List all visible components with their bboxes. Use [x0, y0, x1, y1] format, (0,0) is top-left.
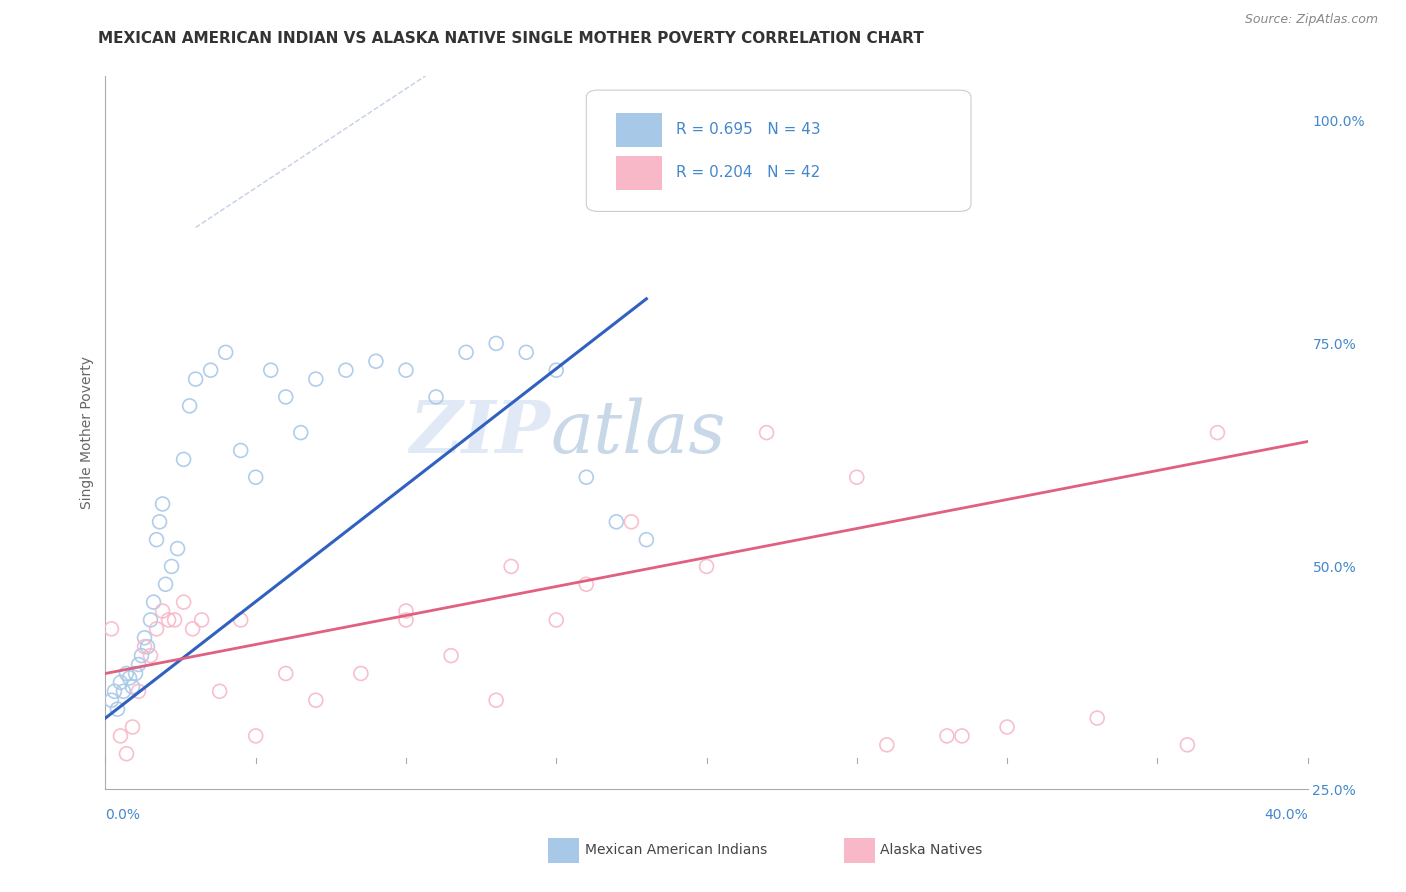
Text: atlas: atlas [550, 397, 725, 468]
Point [155, 577, 177, 591]
Point [995, 720, 1018, 734]
Point [395, 363, 418, 377]
Y-axis label: Single Mother Poverty: Single Mother Poverty [80, 356, 94, 509]
Point [620, 515, 643, 529]
Point [121, 720, 143, 734]
Point [112, 684, 135, 698]
Text: Source: ZipAtlas.com: Source: ZipAtlas.com [1244, 13, 1378, 27]
Bar [616, 156, 662, 190]
Point [107, 702, 129, 716]
Point [260, 363, 283, 377]
Point [110, 675, 132, 690]
Point [131, 648, 153, 663]
Point [190, 613, 212, 627]
Point [115, 747, 138, 761]
Point [173, 595, 195, 609]
Point [128, 657, 150, 672]
Point [1206, 425, 1229, 440]
Point [546, 363, 568, 377]
Point [100, 693, 122, 707]
Point [214, 345, 236, 359]
Text: R = 0.695   N = 43: R = 0.695 N = 43 [676, 122, 821, 136]
Point [124, 666, 146, 681]
Bar [616, 113, 662, 147]
Text: Mexican American Indians: Mexican American Indians [585, 843, 768, 857]
Text: 0.0%: 0.0% [105, 808, 141, 822]
Point [456, 345, 478, 359]
Point [350, 666, 373, 681]
Point [665, 809, 688, 823]
Point [485, 336, 508, 351]
Point [936, 729, 959, 743]
Point [139, 648, 162, 663]
Point [274, 390, 297, 404]
Point [335, 363, 357, 377]
Point [605, 515, 627, 529]
Point [364, 354, 387, 368]
Point [110, 729, 132, 743]
Point [515, 345, 537, 359]
Point [134, 640, 156, 654]
Point [305, 693, 328, 707]
Point [636, 533, 658, 547]
Point [425, 390, 447, 404]
Point [575, 577, 598, 591]
Point [696, 559, 718, 574]
Point [148, 515, 170, 529]
Point [145, 533, 167, 547]
Point [173, 452, 195, 467]
Text: Alaska Natives: Alaska Natives [880, 843, 983, 857]
Point [163, 613, 186, 627]
Point [103, 684, 125, 698]
Point [575, 470, 598, 484]
Point [1175, 738, 1198, 752]
Point [200, 363, 222, 377]
Point [485, 693, 508, 707]
Point [845, 470, 868, 484]
Point [145, 622, 167, 636]
Point [395, 604, 418, 618]
Point [636, 800, 658, 814]
Point [245, 470, 267, 484]
Point [160, 559, 183, 574]
Point [115, 666, 138, 681]
Point [229, 613, 252, 627]
Point [139, 613, 162, 627]
Point [501, 559, 523, 574]
Point [546, 613, 568, 627]
Point [1085, 711, 1108, 725]
Point [166, 541, 188, 556]
Point [152, 497, 174, 511]
Point [290, 425, 312, 440]
Text: 40.0%: 40.0% [1264, 808, 1308, 822]
Point [136, 640, 159, 654]
Point [157, 613, 180, 627]
Point [274, 666, 297, 681]
Point [152, 604, 174, 618]
Point [876, 738, 898, 752]
Point [128, 684, 150, 698]
Point [440, 648, 463, 663]
Point [305, 372, 328, 386]
Text: MEXICAN AMERICAN INDIAN VS ALASKA NATIVE SINGLE MOTHER POVERTY CORRELATION CHART: MEXICAN AMERICAN INDIAN VS ALASKA NATIVE… [98, 31, 924, 46]
Point [184, 372, 207, 386]
Point [100, 622, 122, 636]
Point [179, 399, 201, 413]
Point [121, 680, 143, 694]
Point [118, 671, 141, 685]
Point [950, 729, 973, 743]
Point [755, 425, 778, 440]
Point [142, 595, 165, 609]
Point [755, 827, 778, 841]
Text: ZIP: ZIP [409, 397, 550, 468]
Point [245, 729, 267, 743]
Text: R = 0.204   N = 42: R = 0.204 N = 42 [676, 165, 821, 179]
FancyBboxPatch shape [586, 90, 972, 211]
Point [395, 613, 418, 627]
Point [229, 443, 252, 458]
Point [134, 631, 156, 645]
Point [208, 684, 231, 698]
Point [815, 854, 838, 868]
Point [181, 622, 204, 636]
